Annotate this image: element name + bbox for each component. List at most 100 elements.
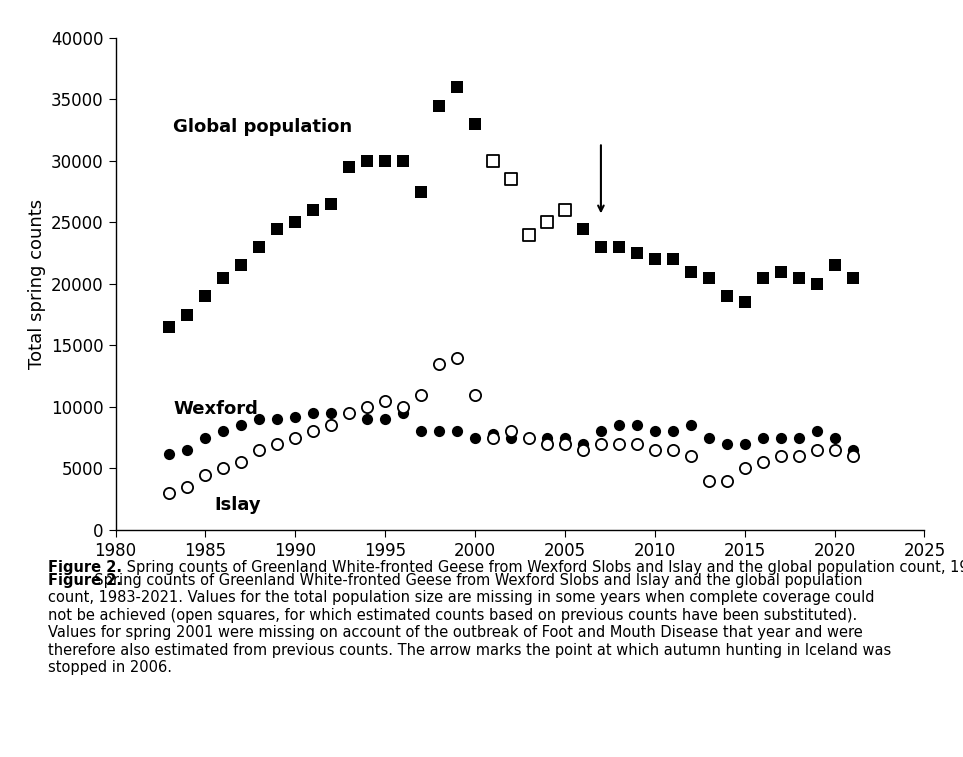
Point bbox=[288, 217, 303, 229]
Point bbox=[683, 419, 698, 431]
Point bbox=[665, 253, 681, 266]
Point bbox=[234, 456, 249, 469]
Point bbox=[305, 407, 321, 419]
Point bbox=[647, 444, 663, 456]
Point bbox=[612, 438, 627, 450]
Point bbox=[647, 425, 663, 438]
Point bbox=[575, 438, 590, 450]
Point bbox=[450, 351, 465, 364]
Point bbox=[737, 463, 752, 475]
Text: Spring counts of Greenland White-fronted Geese from Wexford Slobs and Islay and : Spring counts of Greenland White-fronted… bbox=[48, 573, 892, 675]
Point bbox=[485, 428, 501, 440]
Point bbox=[450, 425, 465, 438]
Point bbox=[629, 438, 644, 450]
Point bbox=[558, 431, 573, 444]
Point bbox=[162, 447, 177, 459]
Point bbox=[845, 450, 860, 462]
Point bbox=[485, 155, 501, 167]
Point bbox=[485, 431, 501, 444]
Point bbox=[270, 223, 285, 235]
Point bbox=[413, 388, 429, 400]
Point bbox=[665, 444, 681, 456]
Point bbox=[612, 241, 627, 253]
Point bbox=[359, 401, 375, 413]
Point bbox=[180, 444, 195, 456]
Point bbox=[342, 161, 357, 173]
Point bbox=[737, 296, 752, 308]
Point bbox=[377, 155, 393, 167]
Point bbox=[719, 475, 735, 487]
Point bbox=[575, 223, 590, 235]
Point bbox=[288, 410, 303, 422]
Point bbox=[377, 394, 393, 407]
Point bbox=[593, 438, 609, 450]
Point bbox=[216, 463, 231, 475]
Point bbox=[521, 229, 536, 241]
Point bbox=[359, 413, 375, 425]
Point bbox=[234, 419, 249, 431]
Point bbox=[773, 431, 789, 444]
Point bbox=[539, 431, 555, 444]
Point bbox=[197, 431, 213, 444]
Point bbox=[305, 425, 321, 438]
Point bbox=[270, 438, 285, 450]
Point bbox=[180, 481, 195, 493]
Point bbox=[575, 444, 590, 456]
Point bbox=[342, 407, 357, 419]
Point bbox=[755, 431, 770, 444]
Text: Global population: Global population bbox=[173, 118, 352, 136]
Point bbox=[197, 469, 213, 481]
Point bbox=[791, 431, 806, 444]
Y-axis label: Total spring counts: Total spring counts bbox=[28, 199, 45, 369]
Point bbox=[845, 444, 860, 456]
Point bbox=[216, 272, 231, 284]
Point bbox=[467, 431, 482, 444]
Point bbox=[593, 425, 609, 438]
Point bbox=[719, 290, 735, 302]
Point bbox=[719, 438, 735, 450]
Point bbox=[431, 99, 447, 111]
Point bbox=[539, 438, 555, 450]
Point bbox=[558, 204, 573, 217]
Point bbox=[162, 321, 177, 333]
Point bbox=[305, 204, 321, 217]
Point bbox=[324, 419, 339, 431]
Point bbox=[162, 487, 177, 499]
Point bbox=[396, 407, 411, 419]
Point bbox=[288, 431, 303, 444]
Point bbox=[683, 450, 698, 462]
Point bbox=[791, 272, 806, 284]
Point bbox=[755, 456, 770, 469]
Point bbox=[251, 413, 267, 425]
Point bbox=[270, 413, 285, 425]
Point bbox=[324, 198, 339, 210]
Point bbox=[827, 431, 843, 444]
Point bbox=[845, 272, 860, 284]
Point bbox=[521, 431, 536, 444]
Point bbox=[431, 425, 447, 438]
Point bbox=[251, 444, 267, 456]
Point bbox=[827, 260, 843, 272]
Point bbox=[701, 475, 716, 487]
Point bbox=[504, 431, 519, 444]
Point bbox=[216, 425, 231, 438]
Point bbox=[612, 419, 627, 431]
Point bbox=[413, 185, 429, 198]
Point bbox=[791, 450, 806, 462]
Point bbox=[665, 425, 681, 438]
Point bbox=[359, 155, 375, 167]
Point bbox=[377, 413, 393, 425]
Point bbox=[539, 217, 555, 229]
Point bbox=[593, 241, 609, 253]
Point bbox=[396, 401, 411, 413]
Point bbox=[558, 438, 573, 450]
Point bbox=[234, 260, 249, 272]
Point bbox=[701, 431, 716, 444]
Point bbox=[647, 253, 663, 266]
Point bbox=[450, 81, 465, 93]
Point bbox=[773, 266, 789, 278]
Text: Islay: Islay bbox=[215, 497, 261, 514]
Point bbox=[809, 444, 824, 456]
Point bbox=[180, 309, 195, 321]
Point bbox=[396, 155, 411, 167]
